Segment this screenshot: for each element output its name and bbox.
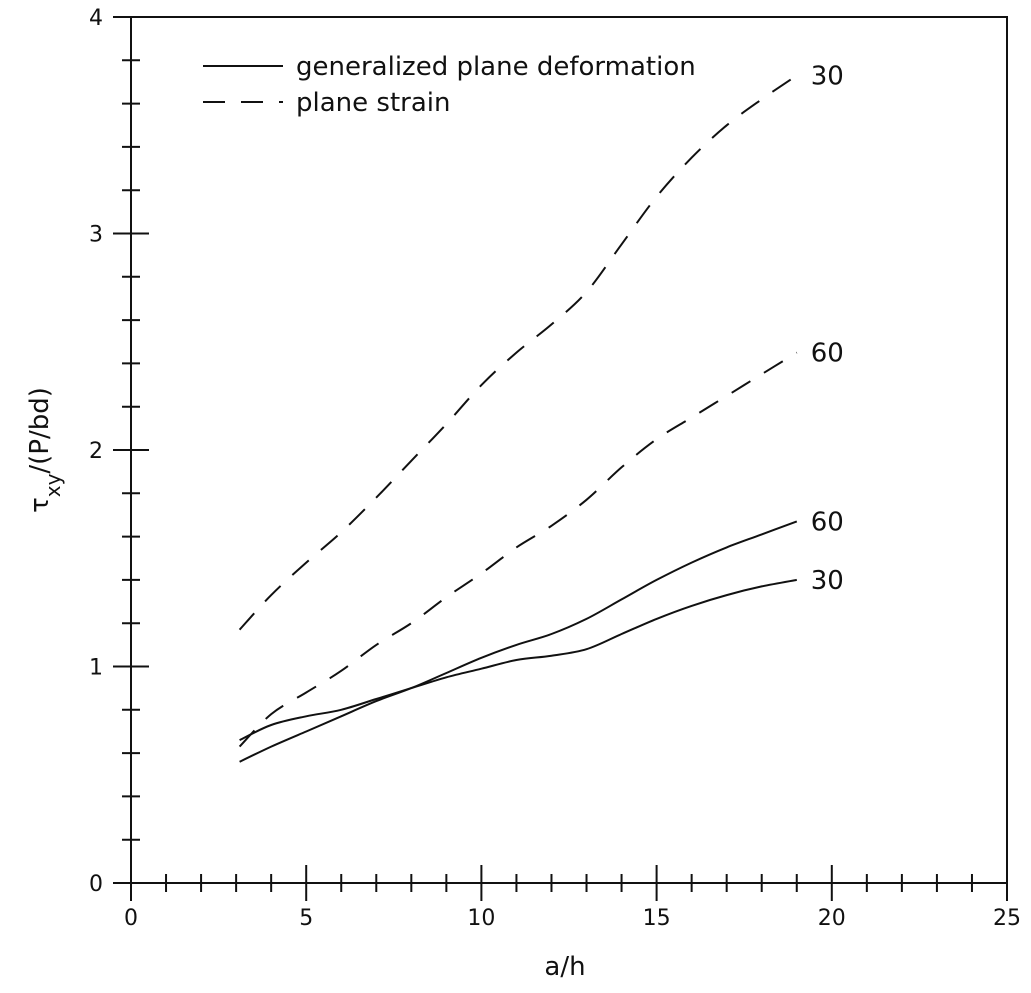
series-line-dashed-60 [238, 351, 798, 748]
series-line-solid-60 [239, 520, 798, 763]
y-tick-label: 3 [89, 223, 103, 248]
x-tick-label: 10 [467, 906, 495, 931]
y-axis-title: τxy/(P/bd) [25, 387, 65, 513]
y-tick-label: 0 [89, 872, 103, 897]
x-tick-label: 20 [818, 906, 846, 931]
x-tick-label: 5 [299, 906, 313, 931]
series-label: 30 [811, 566, 844, 596]
y-tick-label: 1 [89, 656, 103, 681]
legend: generalized plane deformation plane stra… [203, 52, 696, 118]
x-tick-label: 0 [124, 906, 138, 931]
series-line-solid-30 [239, 578, 797, 742]
x-tick-label: 15 [643, 906, 671, 931]
plot-frame [130, 16, 1008, 884]
data-series [238, 74, 798, 763]
series-label: 30 [811, 61, 844, 91]
tick-labels: 0 5 10 15 20 25 0 1 2 3 4 [89, 6, 1021, 931]
x-axis-title: a/h [544, 952, 585, 982]
series-labels: 30 60 60 30 [811, 61, 844, 595]
y-tick-label: 2 [89, 439, 103, 464]
y-axis-title-rest: /(P/bd) [25, 387, 55, 474]
y-axis-title-subscript: xy [41, 473, 65, 497]
y-tick-label: 4 [89, 6, 103, 31]
series-label: 60 [811, 339, 844, 369]
y-axis-title-symbol: τ [25, 497, 55, 513]
x-tick-label: 25 [993, 906, 1021, 931]
series-line-dashed-30 [238, 74, 798, 631]
series-label: 60 [811, 507, 844, 537]
legend-entry-solid: generalized plane deformation [296, 52, 696, 82]
legend-entry-dashed: plane strain [296, 88, 450, 118]
axis-ticks [113, 16, 1008, 901]
